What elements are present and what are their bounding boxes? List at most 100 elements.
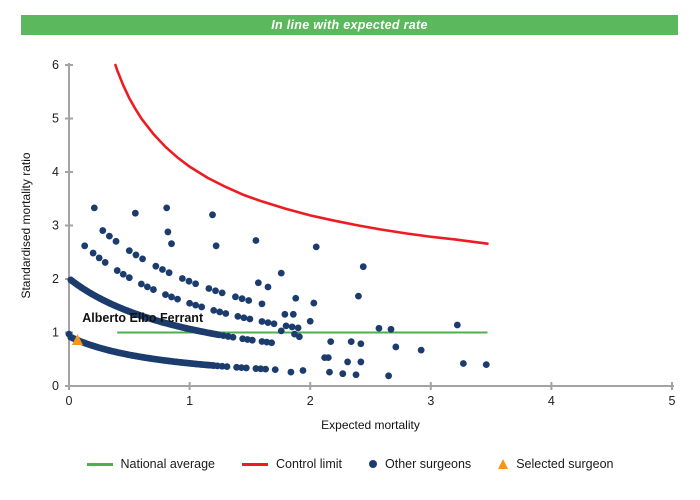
other-surgeon-dot <box>264 319 272 327</box>
status-banner-text: In line with expected rate <box>271 18 428 32</box>
legend-item-selected-surgeon: Selected surgeon <box>498 457 613 471</box>
other-surgeon-dot <box>233 363 241 371</box>
y-tick-label: 2 <box>52 272 59 286</box>
y-tick-label: 1 <box>52 326 59 340</box>
other-surgeon-dot <box>165 269 173 277</box>
other-surgeon-dot <box>270 320 278 328</box>
other-surgeon-dot <box>312 243 320 251</box>
other-surgeon-dot <box>326 368 333 376</box>
other-surgeon-dot <box>106 232 113 240</box>
funnel-plot-chart: 0 1 2 3 4 5 0 1 2 3 4 5 6 Expected mortality Standardi… <box>19 58 676 432</box>
other-surgeon-dot <box>137 280 145 288</box>
other-surgeon-dot <box>119 270 127 278</box>
other-surgeon-dot <box>254 279 262 287</box>
other-surgeon-dot <box>90 204 98 212</box>
other-surgeon-dot <box>242 364 250 372</box>
y-tick-label: 3 <box>52 219 59 233</box>
other-surgeon-dot <box>282 322 290 330</box>
other-surgeon-dot <box>357 358 365 366</box>
other-surgeon-dot <box>294 324 302 332</box>
y-tick-label: 6 <box>52 58 59 72</box>
legend-label: Other surgeons <box>385 457 472 471</box>
other-surgeon-dot <box>162 291 169 299</box>
other-surgeon-dot <box>192 301 200 309</box>
other-surgeon-dot <box>281 310 289 318</box>
other-surgeon-dot <box>344 358 351 366</box>
other-surgeon-dot <box>387 325 395 333</box>
other-surgeon-dot <box>212 287 219 295</box>
other-surgeon-dot <box>209 211 216 219</box>
other-surgeon-dot <box>385 372 392 380</box>
other-surgeon-dot <box>216 308 224 316</box>
y-tick-label: 5 <box>52 112 59 126</box>
y-tick-label: 0 <box>52 379 59 393</box>
other-surgeon-dot <box>143 283 151 291</box>
other-surgeon-dot <box>132 251 140 259</box>
other-surgeon-dot <box>459 360 467 367</box>
other-surgeon-dot <box>355 292 362 300</box>
other-surgeon-dot <box>229 333 237 341</box>
other-surgeon-dot <box>375 324 383 332</box>
other-surgeon-dot <box>185 277 193 285</box>
other-surgeon-dot <box>257 365 265 373</box>
other-surgeon-dot <box>306 317 314 325</box>
legend-item-other-surgeons: Other surgeons <box>369 457 471 471</box>
other-surgeon-dot <box>168 240 175 248</box>
other-surgeon-dot <box>268 339 276 347</box>
other-surgeon-dot <box>271 366 279 374</box>
other-surgeon-dot <box>246 315 254 323</box>
selected-surgeon-marker <box>71 333 83 345</box>
selected-surgeon-triangle-icon <box>498 459 509 469</box>
other-surgeon-dot <box>192 280 200 288</box>
other-surgeon-dot <box>264 283 272 291</box>
other-surgeon-dot <box>186 299 194 307</box>
other-surgeon-dot <box>159 266 166 273</box>
other-surgeon-dot <box>112 237 120 245</box>
control-limit-line-icon <box>242 462 269 466</box>
other-surgeon-dot <box>101 259 109 266</box>
x-axis-title: Expected mortality <box>321 418 420 432</box>
other-surgeon-dot <box>212 242 220 250</box>
other-surgeon-dot <box>95 254 103 262</box>
other-surgeon-dot <box>327 338 335 345</box>
x-tick-label: 4 <box>548 394 555 408</box>
x-tick-label: 2 <box>307 394 314 408</box>
other-surgeon-dot <box>357 340 365 348</box>
y-axis-title: Standardised mortality ratio <box>19 152 33 298</box>
other-surgeon-dot <box>238 364 245 372</box>
other-surgeon-dot <box>174 295 181 303</box>
other-surgeon-dot <box>347 338 355 345</box>
control-limit-curve <box>114 63 489 245</box>
other-surgeon-dot <box>245 297 253 304</box>
other-surgeon-dot <box>232 293 239 301</box>
other-surgeon-dot <box>287 368 295 376</box>
other-surgeon-dot <box>352 371 360 379</box>
status-banner: In line with expected rate <box>21 15 678 35</box>
other-surgeon-dot <box>258 318 266 325</box>
other-surgeon-dot <box>277 327 285 335</box>
other-surgeon-dot <box>223 363 231 370</box>
selected-surgeon-name-label: Alberto Elbo Ferrant <box>82 311 204 325</box>
legend-label: National average <box>120 457 216 471</box>
other-surgeon-dot <box>81 242 89 250</box>
x-tick-label: 1 <box>186 394 193 408</box>
other-surgeon-dot <box>453 321 461 329</box>
legend-item-control-limit: Control limit <box>242 457 342 471</box>
other-surgeon-dot <box>222 310 230 317</box>
other-surgeon-dot <box>240 314 248 322</box>
other-surgeon-dot <box>289 310 297 318</box>
other-surgeon-dot <box>113 267 121 274</box>
other-surgeon-dot <box>292 294 300 302</box>
other-surgeon-dot <box>262 365 269 373</box>
other-surgeon-dot <box>359 263 367 271</box>
other-surgeon-dot <box>125 274 133 282</box>
other-surgeon-dot <box>277 269 285 277</box>
other-surgeon-dot <box>210 306 218 314</box>
legend-item-national-average: National average <box>86 457 216 471</box>
other-surgeon-dot <box>238 295 246 303</box>
x-tick-label: 3 <box>427 394 434 408</box>
other-surgeon-dot <box>164 228 172 236</box>
other-surgeon-dot <box>178 275 186 282</box>
other-surgeons-dot-icon <box>369 460 378 468</box>
other-surgeon-dot <box>163 204 171 212</box>
